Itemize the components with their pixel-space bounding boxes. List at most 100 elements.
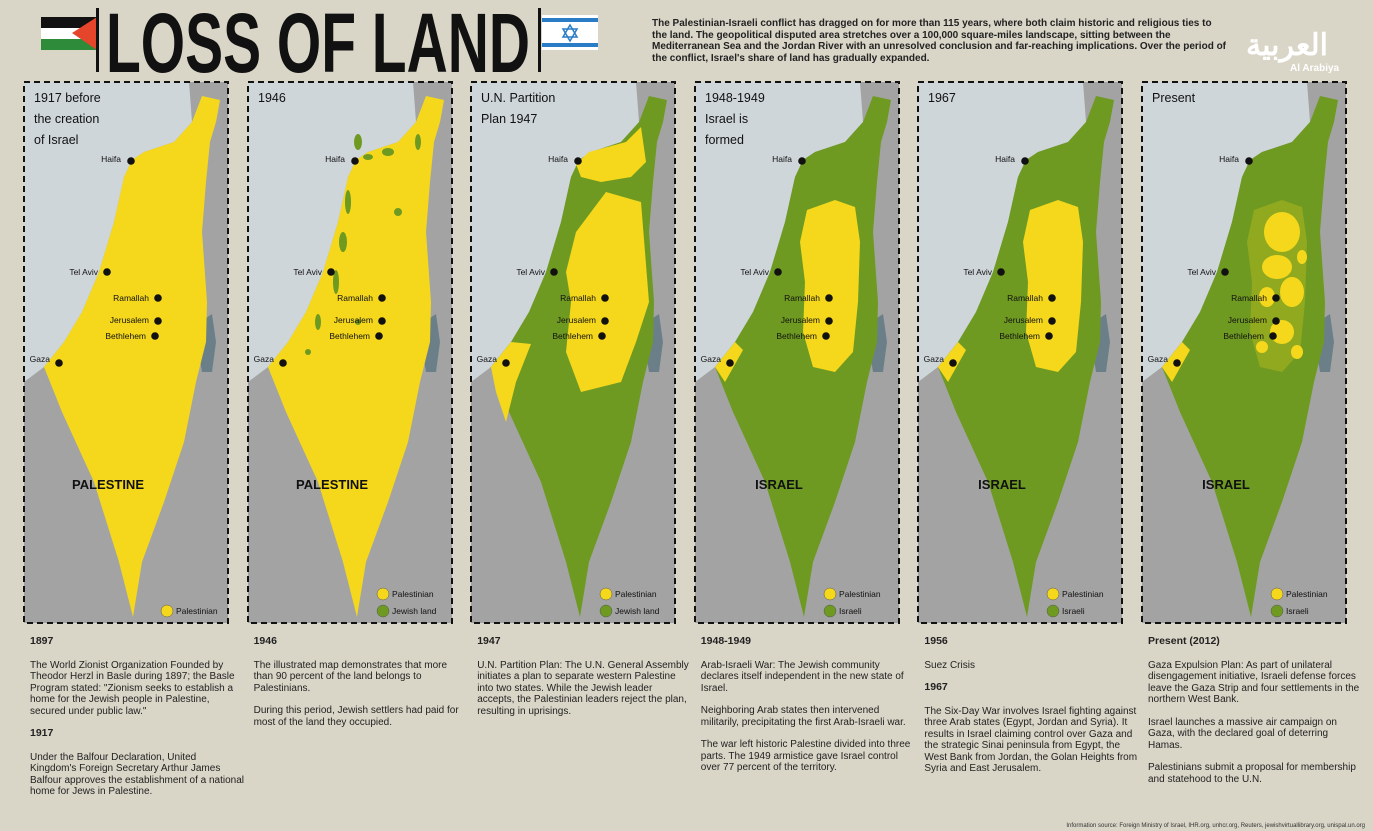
city-label: Gaza: [477, 354, 498, 364]
sea: [694, 82, 863, 382]
city-label: Gaza: [30, 354, 51, 364]
map-panel: 1948-1949 Israel is formed Haifa Tel Aviv Ram…: [693, 81, 900, 624]
city-label: Bethlehem: [553, 331, 594, 341]
city-dot: [949, 359, 958, 367]
legend-label: Palestinian: [1062, 589, 1104, 599]
territory-area: [314, 314, 321, 330]
section-text: Arab-Israeli War: The Jewish community d…: [700, 659, 904, 694]
legend-swatch: [1270, 587, 1284, 601]
city-label: Haifa: [325, 154, 345, 164]
territory-area: [354, 319, 361, 325]
legend-label: Jewish land: [615, 606, 660, 616]
city-label: Ramallah: [784, 293, 820, 303]
panel-title: Present: [1152, 91, 1196, 105]
territory-area: [381, 148, 394, 156]
city-label: Haifa: [1219, 154, 1239, 164]
city-dot: [574, 157, 582, 165]
territory-area: [338, 232, 347, 252]
city-dot: [1221, 268, 1229, 276]
city-label: Bethlehem: [329, 331, 370, 341]
sea: [471, 82, 640, 382]
intro: The Palestinian-Israeli conflict has dra…: [652, 18, 1227, 64]
territory-area: [1291, 345, 1303, 359]
legend-swatch: [823, 604, 837, 618]
description: 1956 Suez Crisis 1967 The Six-Day War invol…: [924, 635, 1139, 786]
section-text: Neighboring Arab states then intervened …: [700, 705, 906, 728]
city-dot: [598, 332, 606, 340]
city-label: Tel Aviv: [69, 267, 98, 277]
territory-area: [353, 134, 362, 150]
description: Present (2012) Gaza Expulsion Plan: As pa…: [1148, 635, 1363, 796]
legend-label: Palestinian: [1286, 589, 1328, 599]
section-heading: 1967: [924, 681, 948, 693]
panel-title: Israel is: [705, 112, 748, 126]
section-text: Gaza Expulsion Plan: As part of unilater…: [1148, 659, 1360, 706]
section-text: During this period, Jewish settlers had …: [253, 705, 459, 728]
territory-area: [1297, 250, 1307, 264]
legend-swatch: [599, 587, 613, 601]
panel-border: [23, 81, 229, 624]
flag-stripe: [41, 39, 97, 50]
description: 1948-1949 Arab-Israeli War: The Jewish co…: [700, 635, 916, 785]
map-panel: Present Haifa Tel Aviv Ramallah Jerusalem Bet…: [1141, 81, 1347, 624]
section-heading: 1956: [924, 635, 948, 647]
territory-area: [1023, 200, 1084, 372]
panel-border: [470, 81, 677, 624]
city-dot: [824, 294, 833, 302]
territory-area: [344, 190, 351, 214]
title: LOSS OF LAND: [106, 0, 530, 80]
city-dot: [377, 294, 386, 302]
city-dot: [821, 332, 830, 340]
map: 1967 Haifa Tel Aviv Ramallah Jerusalem Bethle…: [918, 82, 1123, 623]
legend-label: Jewish land: [392, 606, 437, 616]
territory-area: [1264, 212, 1300, 252]
city-dot: [1021, 157, 1030, 165]
sea: [1142, 82, 1310, 382]
city-label: Jerusalem: [333, 315, 372, 325]
region-label: ISRAEL: [979, 477, 1027, 492]
legend-label: Palestinian: [615, 589, 657, 599]
territory-area: [1256, 341, 1268, 353]
city-label: Gaza: [924, 354, 945, 364]
territory-area: [799, 200, 860, 372]
city-label: Bethlehem: [1223, 331, 1264, 341]
section-text: The Six-Day War involves Israel fighting…: [924, 705, 1138, 775]
city-label: Ramallah: [113, 293, 149, 303]
region-label: ISRAEL: [755, 477, 803, 492]
flag-pole: [538, 8, 541, 72]
legend-swatch: [1047, 604, 1060, 618]
section-heading: 1897: [30, 635, 54, 647]
territory-area: [414, 134, 421, 150]
city-label: Tel Aviv: [964, 267, 993, 277]
flag-stripe: [542, 43, 598, 47]
territory-area: [576, 127, 647, 182]
section-heading: 1948-1949: [700, 635, 752, 647]
legend-label: Palestinian: [176, 606, 218, 616]
section-heading: 1946: [253, 635, 277, 647]
panel-title: 1967: [928, 91, 956, 105]
panel-title: U.N. Partition: [481, 91, 555, 105]
city-dot: [502, 359, 510, 367]
territory-area: [1262, 255, 1292, 279]
city-dot: [151, 332, 159, 340]
city-dot: [1272, 294, 1280, 302]
city-dot: [997, 268, 1006, 276]
panel-title: of Israel: [34, 133, 78, 147]
sea: [918, 82, 1087, 382]
legend-swatch: [160, 604, 174, 618]
city-dot: [1269, 332, 1277, 340]
city-dot: [725, 359, 734, 367]
city-label: Ramallah: [560, 293, 596, 303]
panel-border: [693, 81, 900, 624]
city-label: Haifa: [772, 154, 792, 164]
city-label: Tel Aviv: [740, 267, 769, 277]
flag-stripe: [542, 18, 598, 22]
city-label: Tel Aviv: [517, 267, 546, 277]
territory-area: [393, 208, 402, 216]
territory-area: [1259, 287, 1275, 307]
panel-border: [1141, 81, 1347, 624]
city-label: Haifa: [548, 154, 568, 164]
territory-area: [491, 342, 532, 422]
city-dot: [1272, 317, 1280, 325]
section-text: The World Zionist Organization Founded b…: [30, 659, 235, 717]
